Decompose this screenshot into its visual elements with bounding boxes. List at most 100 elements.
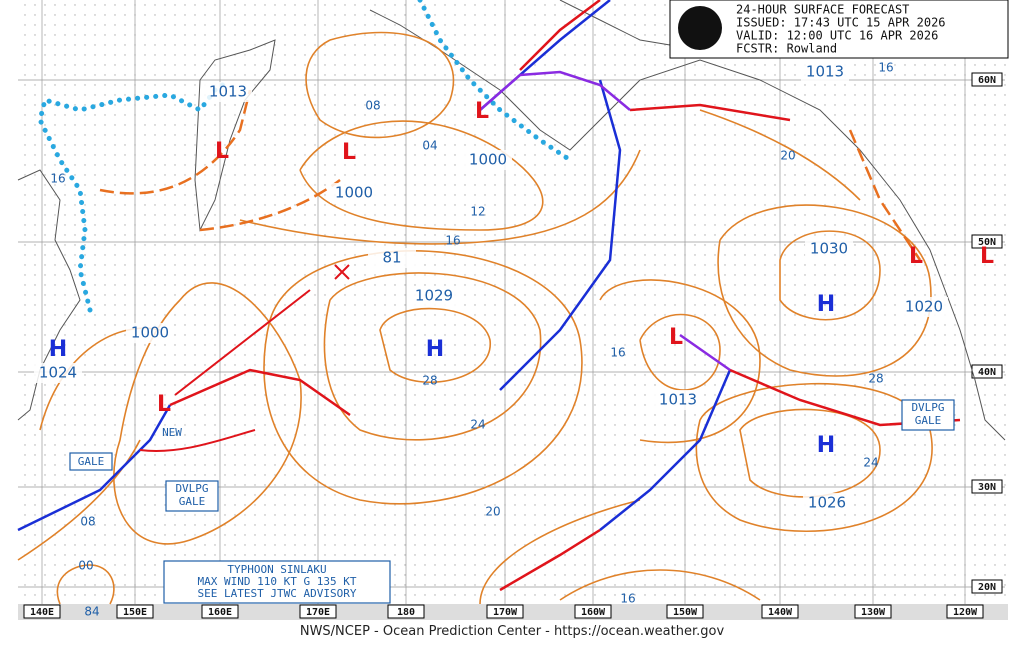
pressure-label-bg (410, 286, 458, 306)
lon-label: 180 (397, 607, 415, 618)
isobar-label: 16 (445, 234, 460, 248)
pressure-center: L (157, 392, 171, 417)
pressure-center: H (49, 337, 67, 362)
isobar-label: 08 (80, 515, 95, 529)
lon-label: 160W (581, 607, 606, 618)
forecast-info: 24-HOUR SURFACE FORECAST ISSUED: 17:43 U… (669, 0, 1009, 59)
lon-label-box (23, 604, 61, 619)
lon-label: 170W (493, 607, 518, 618)
pressure-label-bg (805, 239, 853, 259)
pressure-label: 1000 (335, 184, 373, 202)
typhoon-note: SEE LATEST JTWC ADVISORY (198, 587, 357, 600)
dvlpg-gale-label: GALE (915, 414, 942, 427)
pressure-label: 1029 (415, 287, 453, 305)
map-labels: 1013 1013 1013 1000 1000 1000 1029 1030 1020 1024… (34, 61, 994, 619)
pressure-label: 1030 (810, 240, 848, 258)
pressure-label-bg (654, 390, 702, 410)
isobar-label: 20 (485, 505, 500, 519)
pressure-label: 81 (382, 249, 401, 267)
pressure-label: 1000 (469, 151, 507, 169)
typhoon-box (163, 560, 391, 604)
isobar-label: 28 (422, 374, 437, 388)
dvlpg-gale-box (165, 480, 219, 512)
header-line: 24-HOUR SURFACE FORECAST (736, 3, 909, 17)
gale-box (69, 452, 113, 471)
lat-label: 20N (978, 582, 996, 593)
lat-label: 60N (978, 75, 996, 86)
lon-label-box (387, 604, 425, 619)
lat-label-box (971, 234, 1003, 249)
isobar-label: 12 (470, 205, 485, 219)
dvlpg-gale-label: GALE (179, 495, 206, 508)
pressure-center: L (669, 325, 683, 350)
isobar-label: 28 (868, 372, 883, 386)
map-background (18, 0, 1008, 604)
pressure-center: H (817, 292, 835, 317)
isobar-label: 84 (84, 605, 99, 619)
footer: NWS/NCEP - Ocean Prediction Center - htt… (299, 624, 725, 639)
lon-label-box (299, 604, 337, 619)
pressure-label: 1013 (806, 63, 844, 81)
header-line: ISSUED: 17:43 UTC 15 APR 2026 (736, 16, 946, 30)
dvlpg-gale-box (901, 399, 955, 431)
pressure-label: 1020 (905, 298, 943, 316)
header-line: FCSTR: Rowland (736, 42, 837, 56)
isobar-label: 24 (863, 456, 878, 470)
isobar-label: 24 (470, 418, 485, 432)
isobar-label: 16 (50, 172, 65, 186)
lon-label-box (666, 604, 704, 619)
lat-label-box (971, 579, 1003, 594)
typhoon-note: MAX WIND 110 KT G 135 KT (198, 575, 357, 588)
lon-label: 170E (306, 607, 330, 618)
pressure-label: 1013 (209, 83, 247, 101)
lon-label: 150W (673, 607, 698, 618)
dvlpg-gale-label: DVLPG (911, 401, 944, 414)
lon-label: 150E (123, 607, 147, 618)
pressure-label-bg (204, 82, 252, 102)
lon-label: 160E (208, 607, 232, 618)
lon-label-box (854, 604, 892, 619)
lat-label: 30N (978, 482, 996, 493)
isobar-label: 20 (780, 149, 795, 163)
gale-label: GALE (78, 455, 105, 468)
lon-label-box (201, 604, 239, 619)
lon-label-box (574, 604, 612, 619)
header-line: VALID: 12:00 UTC 16 APR 2026 (736, 29, 938, 43)
surface-forecast-map: 140E 150E 160E 170E 180 170W 160W 150W 140W 130W 1… (17, 0, 1009, 620)
lon-label: 120W (953, 607, 978, 618)
pressure-center: L (215, 139, 229, 164)
pressure-label: 1000 (131, 324, 169, 342)
isobars (17, 31, 933, 605)
lon-label-box (116, 604, 154, 619)
pressure-label: 1013 (659, 391, 697, 409)
lat-label: 40N (978, 367, 996, 378)
coastlines (17, 0, 1006, 441)
lon-label-box (486, 604, 524, 619)
lat-label-box (971, 72, 1003, 87)
isobar-label: 16 (610, 346, 625, 360)
pressure-label-bg (368, 248, 416, 268)
pressure-center: L (980, 244, 994, 269)
pressure-label-bg (464, 150, 512, 170)
pressure-label: 1026 (808, 494, 846, 512)
isobar-label: 16 (620, 592, 635, 606)
isobar-label: 08 (365, 99, 380, 113)
lat-label-box (971, 479, 1003, 494)
dvlpg-gale-label: DVLPG (175, 482, 208, 495)
pressure-center: H (426, 337, 444, 362)
pressure-center: L (342, 140, 356, 165)
pressure-center: L (475, 99, 489, 124)
pressure-label-bg (803, 493, 851, 513)
lat-label: 50N (978, 237, 996, 248)
pressure-label-bg (34, 363, 82, 383)
pressure-label-bg (801, 62, 849, 82)
note-new: NEW (162, 426, 182, 439)
lon-label: 140E (30, 607, 54, 618)
lon-label-box (946, 604, 984, 619)
ice-edge (37, 0, 573, 313)
lon-label: 140W (768, 607, 793, 618)
lon-label: 130W (861, 607, 886, 618)
pressure-label: 1024 (39, 364, 77, 382)
graticule: 140E 150E 160E 170E 180 170W 160W 150W 140W 130W 1… (18, 0, 1008, 620)
